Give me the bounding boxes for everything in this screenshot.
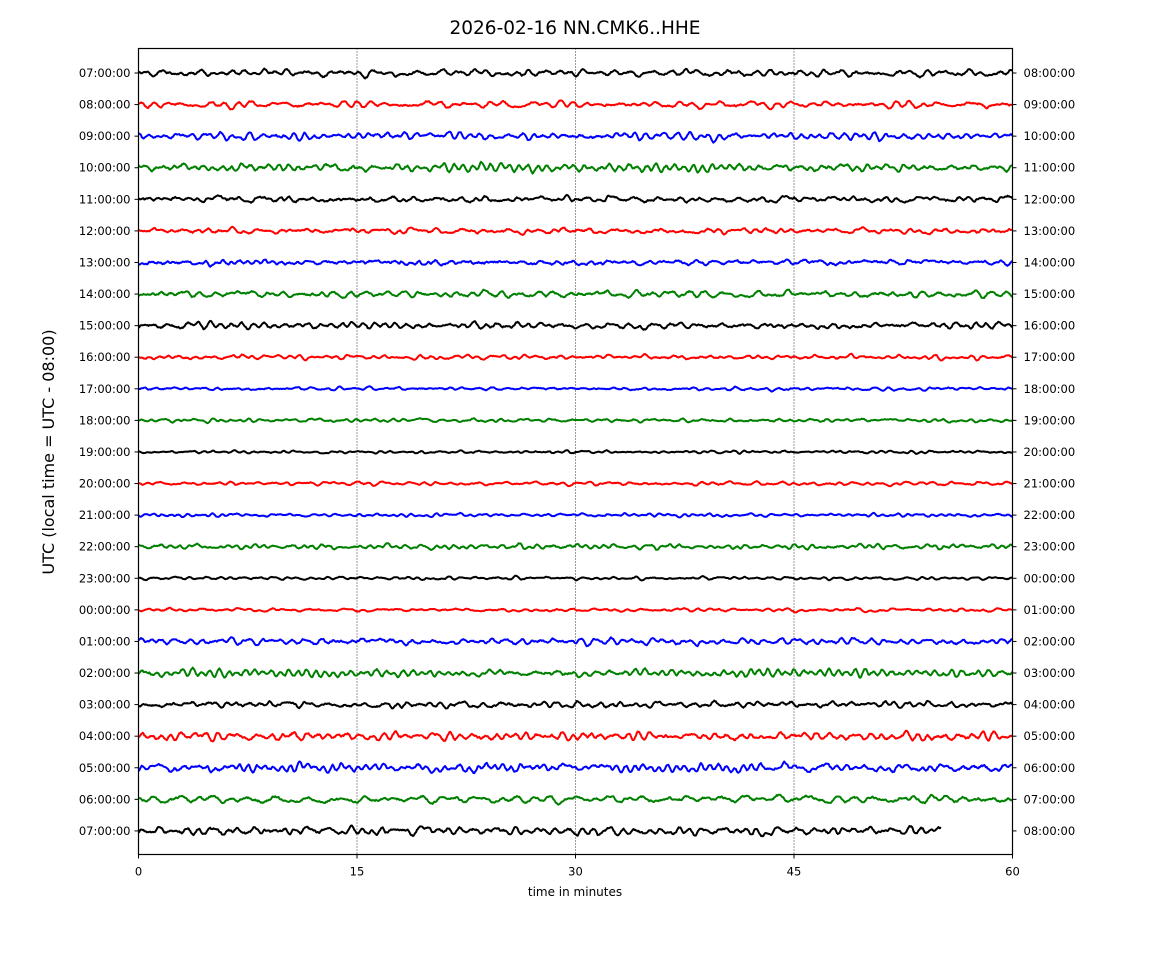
right-row-label-8: 16:00:00 [1024, 319, 1076, 333]
right-row-label-9: 17:00:00 [1024, 350, 1076, 364]
trace-14 [137, 511, 1013, 519]
chart-title: 2026-02-16 NN.CMK6..HHE [449, 18, 700, 39]
trace-18 [137, 636, 1013, 648]
trace-16 [138, 574, 1013, 582]
right-row-label-17: 01:00:00 [1024, 603, 1076, 617]
right-row-label-1: 09:00:00 [1024, 98, 1076, 112]
right-row-label-18: 02:00:00 [1024, 634, 1076, 648]
right-row-label-20: 04:00:00 [1024, 698, 1076, 712]
trace-19 [138, 666, 1014, 679]
right-row-label-14: 22:00:00 [1024, 508, 1076, 522]
left-row-label-20: 03:00:00 [79, 698, 131, 712]
trace-4 [138, 193, 1014, 204]
right-row-label-15: 23:00:00 [1024, 540, 1076, 554]
left-row-label-1: 08:00:00 [79, 98, 131, 112]
left-row-label-23: 06:00:00 [79, 792, 131, 806]
trace-11 [138, 417, 1013, 425]
right-row-label-19: 03:00:00 [1024, 666, 1076, 680]
left-row-label-8: 15:00:00 [79, 319, 131, 333]
left-row-label-5: 12:00:00 [79, 224, 131, 238]
right-row-label-21: 05:00:00 [1024, 729, 1076, 743]
left-row-label-0: 07:00:00 [79, 66, 131, 80]
right-row-label-11: 19:00:00 [1024, 413, 1076, 427]
x-tick-label-15: 15 [350, 865, 365, 879]
right-row-label-4: 12:00:00 [1024, 192, 1076, 206]
left-row-label-12: 19:00:00 [79, 445, 131, 459]
right-row-label-3: 11:00:00 [1024, 161, 1076, 175]
right-row-label-12: 20:00:00 [1024, 445, 1076, 459]
left-row-label-7: 14:00:00 [79, 287, 131, 301]
x-tick-label-60: 60 [1005, 865, 1020, 879]
trace-15 [138, 542, 1014, 551]
left-row-label-11: 18:00:00 [79, 413, 131, 427]
trace-23 [138, 793, 1014, 806]
right-row-label-0: 08:00:00 [1024, 66, 1076, 80]
left-row-label-10: 17:00:00 [79, 382, 131, 396]
trace-12 [138, 449, 1013, 455]
left-row-label-6: 13:00:00 [79, 255, 131, 269]
x-tick-label-45: 45 [787, 865, 802, 879]
left-row-label-14: 21:00:00 [79, 508, 131, 522]
left-row-label-9: 16:00:00 [79, 350, 131, 364]
trace-13 [138, 480, 1013, 488]
trace-9 [138, 352, 1014, 362]
axes: 0 15 30 45 60 07:00:00 08:00:00 09:00:00 10:00:0… [79, 66, 1075, 879]
left-row-label-13: 20:00:00 [79, 477, 131, 491]
right-row-label-5: 13:00:00 [1024, 224, 1076, 238]
trace-6 [138, 258, 1013, 268]
right-row-label-10: 18:00:00 [1024, 382, 1076, 396]
trace-7 [138, 288, 1014, 300]
trace-1 [138, 99, 1014, 111]
right-row-label-16: 00:00:00 [1024, 571, 1076, 585]
x-tick-label-0: 0 [135, 865, 142, 879]
right-row-label-22: 06:00:00 [1024, 761, 1076, 775]
right-row-label-7: 15:00:00 [1024, 287, 1076, 301]
right-row-label-13: 21:00:00 [1024, 477, 1076, 491]
left-row-label-3: 10:00:00 [79, 161, 131, 175]
left-row-label-4: 11:00:00 [79, 192, 131, 206]
trace-5 [138, 225, 1013, 236]
trace-0 [137, 67, 1014, 80]
trace-10 [138, 385, 1013, 393]
trace-2 [138, 130, 1014, 144]
left-row-label-2: 09:00:00 [79, 129, 131, 143]
left-row-label-22: 05:00:00 [79, 761, 131, 775]
right-row-label-2: 10:00:00 [1024, 129, 1076, 143]
left-row-label-18: 01:00:00 [79, 634, 131, 648]
left-row-label-24: 07:00:00 [79, 824, 131, 838]
y-axis-label: UTC (local time = UTC - 08:00) [39, 329, 58, 574]
traces [137, 67, 1014, 838]
trace-3 [137, 160, 1013, 175]
left-row-label-16: 23:00:00 [79, 571, 131, 585]
trace-20 [138, 699, 1014, 710]
trace-21 [138, 729, 1014, 743]
right-row-label-24: 08:00:00 [1024, 824, 1076, 838]
right-row-label-6: 14:00:00 [1024, 255, 1076, 269]
trace-24 [137, 824, 942, 838]
trace-8 [138, 319, 1013, 331]
left-row-label-21: 04:00:00 [79, 729, 131, 743]
left-row-label-17: 00:00:00 [79, 603, 131, 617]
x-tick-label-30: 30 [568, 865, 583, 879]
left-row-label-19: 02:00:00 [79, 666, 131, 680]
trace-17 [138, 606, 1013, 614]
right-row-label-23: 07:00:00 [1024, 792, 1076, 806]
left-row-label-15: 22:00:00 [79, 540, 131, 554]
trace-22 [137, 760, 1013, 775]
x-axis-label: time in minutes [528, 885, 622, 899]
